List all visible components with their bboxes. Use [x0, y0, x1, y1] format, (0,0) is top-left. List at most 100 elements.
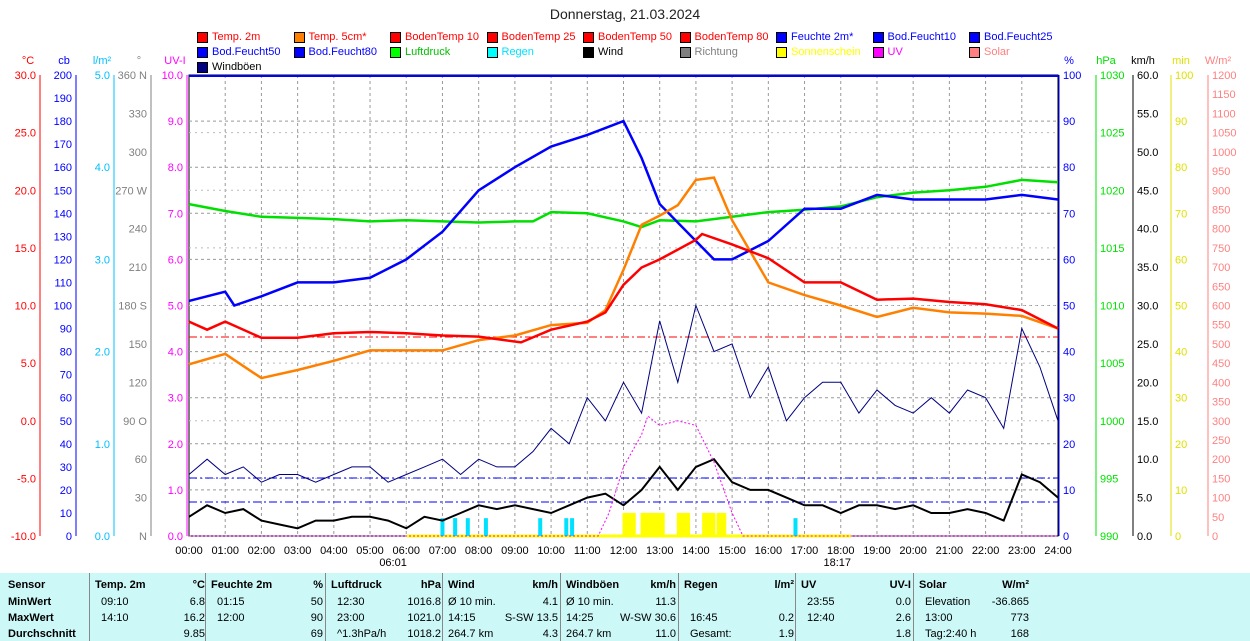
sunshine-bar	[684, 512, 691, 536]
axis-tick-label: 200	[54, 70, 72, 82]
series-wind	[188, 457, 1059, 530]
table-cell: 01:15	[217, 596, 245, 608]
table-divider	[325, 573, 326, 641]
axis-tick-label: 5.0	[21, 358, 36, 370]
table-cell: 23:55	[807, 596, 835, 608]
axis-tick-label: 50	[1175, 301, 1187, 313]
x-tick-label: 14:00	[682, 545, 710, 557]
table-cell: Ø 10 min.	[448, 596, 496, 608]
axis-tick-label: 5.0	[168, 301, 183, 313]
axis-tick-label: 1005	[1100, 358, 1124, 370]
sunset-label: 18:17	[823, 557, 851, 569]
x-tick-label: 24:00	[1044, 545, 1072, 557]
axis-tick-label: N	[139, 531, 147, 543]
legend-swatch	[293, 46, 305, 58]
table-header: Regen	[684, 579, 718, 591]
table-divider	[795, 573, 796, 641]
x-tick-label: 01:00	[211, 545, 239, 557]
axis-tick-label: 0.0	[95, 531, 110, 543]
axis-tick-label: 20	[60, 485, 72, 497]
axis-tick-label: 750	[1212, 243, 1230, 255]
sunshine-bar	[702, 512, 709, 536]
table-value: 16.2	[183, 612, 205, 624]
table-value: 168	[1010, 628, 1029, 640]
axis-tick-label: 10	[60, 508, 72, 520]
table-value: 4.3	[542, 628, 558, 640]
legend-swatch	[486, 46, 498, 58]
axis-tick-label: 90 O	[123, 416, 147, 428]
axis-tick-label: 700	[1212, 262, 1230, 274]
axis-tick-label: 120	[54, 254, 72, 266]
axis-tick-label: 15.0	[1137, 416, 1158, 428]
legend-item: Temp. 2m	[197, 31, 260, 43]
legend-label: BodenTemp 80	[694, 31, 769, 43]
axis-title: hPa	[1096, 55, 1116, 67]
sunshine-bar	[655, 512, 662, 536]
legend-swatch	[197, 46, 208, 58]
axis-tick-label: 180 S	[118, 301, 147, 313]
axis-tick-label: 990	[1100, 531, 1118, 543]
axis-tick-label: 60	[135, 454, 147, 466]
axis-tick-label: 7.0	[168, 208, 183, 220]
axis-tick-label: 15.0	[15, 243, 36, 255]
table-header: Wind	[448, 579, 475, 591]
table-header: UV	[801, 579, 817, 591]
legend-label: UV	[887, 46, 903, 58]
table-cell: Elevation	[925, 596, 971, 608]
legend-label: BodenTemp 25	[501, 31, 576, 43]
axis-tick-label: 50.0	[1137, 147, 1158, 159]
axis-tick-label: 1020	[1100, 185, 1124, 197]
axis-tick-label: 800	[1212, 224, 1230, 236]
sunshine-bar	[658, 512, 665, 536]
legend-swatch	[390, 31, 401, 43]
legend-swatch	[679, 31, 691, 43]
table-header-unit: km/h	[532, 579, 558, 591]
axis-tick-label: 6.0	[168, 254, 183, 266]
axis-tick-label: 240	[129, 224, 147, 236]
table-value: 1.8	[895, 628, 911, 640]
axis-tick-label: 550	[1212, 320, 1230, 332]
table-value: 0.2	[778, 612, 794, 624]
row-label: MinWert	[8, 596, 52, 608]
legend-label: Temp. 5cm*	[308, 31, 367, 43]
legend-label: Luftdruck	[405, 46, 451, 58]
axis-tick-label: 900	[1212, 185, 1230, 197]
axis-tick-label: 5.0	[95, 70, 110, 82]
axis-tick-label: 1100	[1212, 108, 1236, 120]
axis-tick-label: 130	[54, 231, 72, 243]
axis-tick-label: 150	[129, 339, 147, 351]
rain-bar	[483, 518, 488, 536]
axis-tick-label: 950	[1212, 166, 1230, 178]
x-tick-label: 23:00	[1008, 545, 1036, 557]
x-tick-label: 17:00	[791, 545, 819, 557]
axis-tick-label: 300	[1212, 416, 1230, 428]
axis-tick-label: 8.0	[168, 162, 183, 174]
axis-tick-label: 0.0	[168, 531, 183, 543]
legend-item: Bod.Feucht50	[197, 46, 281, 58]
chart: 00:00 01:00 02:00 03:00 04:00 05:00 06:00 07:00…	[11, 55, 1237, 569]
table-cell: ^1.3hPa/h	[337, 628, 387, 640]
sunshine-bar	[716, 512, 723, 536]
axis-tick-label: 1150	[1212, 89, 1236, 101]
axis-tick-label: 80	[1175, 162, 1187, 174]
table-value: 2.6	[895, 612, 911, 624]
legend-item: UV	[872, 46, 903, 58]
x-tick-label: 04:00	[320, 545, 348, 557]
axis-tick-label: 140	[54, 208, 72, 220]
table-cell: 264.7 km	[566, 628, 612, 640]
sunshine-bar	[676, 512, 683, 536]
axis-tick-label: 180	[54, 116, 72, 128]
table-value: W-SW 30.6	[619, 612, 676, 624]
sunshine-bar	[629, 512, 636, 536]
axis-title: cb	[58, 55, 70, 67]
x-tick-label: 05:00	[356, 545, 384, 557]
legend-item: Richtung	[679, 46, 738, 58]
legend-item: Wind	[583, 46, 623, 58]
x-tick-label: 21:00	[936, 545, 964, 557]
table-header: Temp. 2m	[95, 579, 146, 591]
x-tick-label: 08:00	[465, 545, 493, 557]
table-value: 1021.0	[407, 612, 441, 624]
axis-tick-label: 400	[1212, 377, 1230, 389]
legend-item: BodenTemp 25	[486, 31, 576, 43]
axis-tick-label: 170	[54, 139, 72, 151]
